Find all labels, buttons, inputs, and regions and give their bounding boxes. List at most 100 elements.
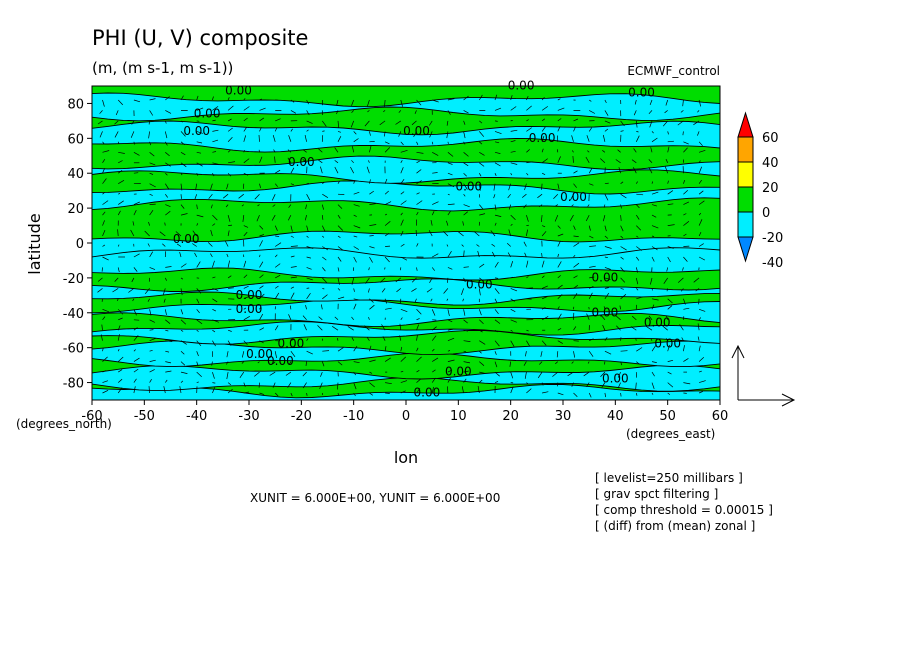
wind-vector-957 [431, 141, 434, 145]
wind-vector-446 [365, 277, 370, 284]
wind-vector-529 [447, 251, 452, 258]
wind-vector-926 [556, 149, 559, 153]
wind-vector-266 [602, 324, 606, 331]
wind-vector-1079 [510, 106, 517, 111]
wind-vector-371 [414, 298, 417, 303]
x-tick-label: -10 [343, 409, 364, 424]
wind-vector-124 [211, 361, 213, 366]
wind-vector-289 [351, 316, 354, 321]
contour-label-4: 0.00 [529, 131, 556, 145]
wind-vector-691 [540, 215, 543, 223]
wind-vector-929 [602, 150, 606, 153]
wind-vector-380 [557, 294, 563, 300]
wind-vector-942 [196, 141, 203, 144]
wind-vector-1118 [510, 95, 513, 101]
wind-vector-422 [604, 287, 609, 289]
wind-vector-190 [636, 347, 643, 352]
contour-line-11 [91, 278, 721, 292]
wind-vector-535 [541, 253, 543, 258]
wind-vector-543 [667, 256, 671, 263]
wind-vector-448 [395, 277, 402, 283]
wind-vector-1114 [447, 98, 455, 101]
contour-label-1: 0.00 [194, 106, 221, 120]
wind-vector-1068 [336, 110, 339, 115]
wind-vector-774 [620, 193, 627, 199]
wind-vector-162 [196, 351, 199, 357]
wind-vector-70 [586, 382, 590, 387]
wind-vector-154 [683, 358, 689, 362]
contour-label-14: 0.00 [644, 316, 671, 330]
wind-vector-131 [321, 361, 325, 367]
wind-vector-128 [272, 361, 276, 364]
wind-vector-939 [149, 141, 152, 146]
wind-vector-790 [259, 183, 261, 189]
wind-vector-478 [259, 261, 264, 268]
wind-vector-1056 [149, 110, 154, 116]
wind-vector-1091 [697, 110, 700, 113]
wind-vector-1087 [633, 110, 637, 116]
wind-vector-101 [463, 370, 469, 373]
wind-vector-263 [557, 328, 562, 331]
contour-label-11: 0.00 [236, 288, 263, 302]
wind-vector-1110 [384, 99, 386, 107]
wind-vector-404 [322, 288, 325, 290]
wind-vector-253 [399, 323, 402, 331]
contour-line-12 [91, 267, 721, 281]
wind-vector-700 [683, 213, 687, 216]
contour-line-20 [91, 120, 721, 136]
wind-vector-975 [99, 131, 103, 138]
wind-vector-1129 [682, 99, 684, 107]
wind-vector-42 [149, 379, 152, 383]
wind-vector-974 [698, 141, 703, 147]
wind-vector-376 [494, 298, 498, 303]
wind-vector-452 [463, 277, 466, 283]
wind-vector-788 [226, 183, 229, 190]
wind-vector-1065 [290, 110, 297, 114]
wind-vector-582 [667, 246, 674, 249]
wind-vector-1099 [212, 96, 214, 101]
wind-vector-179 [463, 350, 467, 353]
wind-vector-783 [149, 183, 156, 188]
wind-vector-862 [165, 162, 171, 167]
wind-vector-498 [573, 262, 580, 268]
wind-vector-1008 [620, 130, 624, 132]
wind-vector-565 [400, 243, 405, 247]
contour-label-12: 0.00 [236, 302, 263, 316]
wind-vector-1027 [306, 120, 313, 124]
wind-vector-678 [337, 214, 341, 219]
wind-vector-240 [196, 329, 199, 332]
wind-vector-314 [133, 309, 137, 316]
wind-vector-18 [385, 392, 390, 394]
wind-vector-693 [569, 214, 574, 222]
colorbar-tick-label: 60 [762, 131, 779, 146]
wind-vector-1022 [227, 118, 232, 122]
wind-vector-903 [196, 151, 202, 154]
wind-vector-885 [526, 161, 534, 164]
wind-vector-90 [285, 371, 292, 376]
wind-vector-1080 [526, 105, 532, 111]
wind-vector-865 [212, 162, 220, 165]
wind-vector-199 [165, 340, 173, 343]
wind-vector-224 [557, 340, 563, 344]
wind-vector-335 [463, 309, 466, 316]
wind-vector-930 [617, 149, 621, 153]
wind-vector-909 [287, 149, 292, 153]
wind-vector-530 [463, 250, 465, 258]
contour-label-0: 0.00 [225, 84, 252, 98]
wind-vector-308 [648, 315, 653, 321]
wind-vector-704 [133, 201, 140, 205]
wind-vector-151 [636, 361, 640, 365]
x-axis-title: lon [394, 448, 418, 467]
wind-vector-145 [539, 361, 543, 365]
wind-vector-607 [442, 230, 449, 237]
wind-vector-500 [604, 267, 611, 270]
colorbar-tick-label: 0 [762, 206, 770, 221]
wind-vector-1084 [589, 110, 596, 114]
wind-vector-767 [507, 193, 511, 199]
wind-vector-71 [601, 382, 606, 388]
wind-vector-826 [212, 173, 215, 177]
wind-vector-467 [693, 277, 700, 283]
wind-vector-658 [636, 225, 642, 231]
wind-vector-913 [351, 146, 355, 153]
wind-vector-813 [620, 181, 624, 184]
